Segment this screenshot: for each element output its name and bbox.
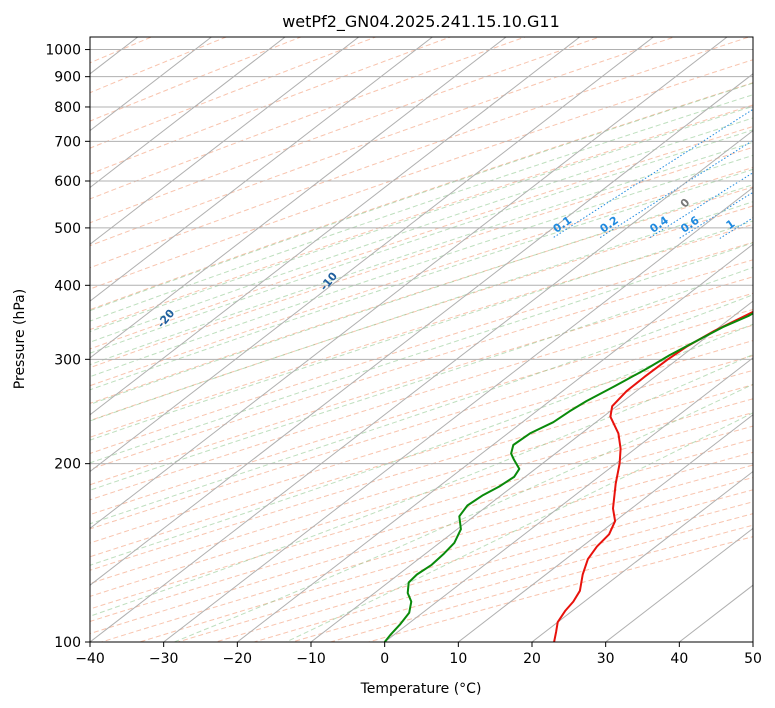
dry-adiabat-line (90, 324, 753, 530)
moist-adiabat-line (90, 82, 753, 312)
x-tick-label: −10 (296, 651, 326, 667)
x-axis-label: Temperature (°C) (360, 681, 482, 697)
dry-adiabat-line (90, 146, 753, 369)
dry-adiabat-line (90, 37, 751, 269)
isotherm-line (457, 414, 753, 642)
y-tick-label: 300 (54, 352, 81, 368)
dry-adiabat-line (90, 292, 753, 501)
dry-adiabat-line (90, 384, 753, 585)
moist-adiabat-line (90, 141, 753, 366)
isotherm-line (90, 73, 753, 586)
moist-adiabat-line (90, 117, 753, 343)
y-tick-label: 200 (54, 457, 81, 473)
moist-adiabat-line (90, 242, 753, 464)
moist-adiabat-line (90, 201, 753, 422)
isotherm-line (383, 357, 753, 642)
dry-adiabat-line (90, 355, 753, 558)
dry-adiabat-line (90, 37, 602, 224)
x-tick-label: −30 (149, 651, 179, 667)
isotherm-line (236, 243, 753, 642)
isotherm-line (90, 130, 753, 642)
x-tick-label: −40 (75, 651, 105, 667)
dry-adiabat-line (90, 308, 753, 516)
chart-title: wetPf2_GN04.2025.241.15.10.G11 (282, 12, 560, 32)
x-tick-label: 20 (523, 651, 541, 667)
isotherm-line (90, 37, 581, 416)
moist-adiabat-line (172, 383, 753, 642)
moist-adiabat-line (90, 154, 753, 378)
y-tick-label: 800 (54, 100, 81, 116)
dry-adiabat-line (90, 37, 677, 247)
dry-adiabat-line (90, 59, 753, 290)
y-tick-label: 100 (54, 635, 81, 651)
isotherm-line (162, 186, 753, 642)
isotherm-line (90, 37, 728, 529)
moist-adiabat-line (90, 129, 753, 354)
isotherm-line (90, 37, 360, 245)
y-tick-label: 700 (54, 134, 81, 150)
isotherm-line (90, 37, 434, 302)
y-tick-label: 400 (54, 278, 81, 294)
x-tick-label: 40 (670, 651, 688, 667)
moist-adiabat-line (90, 266, 753, 491)
mixing-ratio-line (598, 139, 753, 239)
dry-adiabat-line (90, 37, 303, 122)
x-tick-label: 0 (380, 651, 389, 667)
isotherm-line (90, 37, 655, 473)
temperature-profile-line (553, 310, 753, 642)
isotherm-line (90, 37, 213, 132)
y-tick-label: 600 (54, 174, 81, 190)
y-tick-label: 500 (54, 221, 81, 237)
moist-adiabat-line (90, 220, 753, 441)
mixing-ratio-line (551, 108, 753, 239)
dewpoint-profile-line (383, 312, 753, 642)
moist-adiabat-line (90, 294, 753, 525)
isotherm-line (310, 300, 753, 642)
y-axis-label: Pressure (hPa) (12, 289, 28, 389)
isotherm-line (90, 37, 507, 359)
x-tick-label: 50 (744, 651, 762, 667)
isotherm-line (604, 527, 753, 642)
dry-adiabat-line (90, 369, 753, 571)
moist-adiabat-line (90, 168, 753, 391)
moist-adiabat-line (90, 105, 753, 333)
y-tick-label: 900 (54, 70, 81, 86)
x-tick-label: −20 (223, 651, 253, 667)
y-tick-label: 1000 (45, 43, 81, 59)
isotherm-line (531, 470, 753, 642)
plot-frame (89, 36, 754, 643)
dry-adiabat-line (90, 37, 452, 175)
x-tick-label: 30 (597, 651, 615, 667)
dry-adiabat-line (90, 340, 753, 544)
x-tick-label: 10 (449, 651, 467, 667)
dry-adiabat-line (90, 37, 228, 94)
dry-adiabat-line (90, 104, 753, 331)
isotherm-line (90, 37, 286, 189)
